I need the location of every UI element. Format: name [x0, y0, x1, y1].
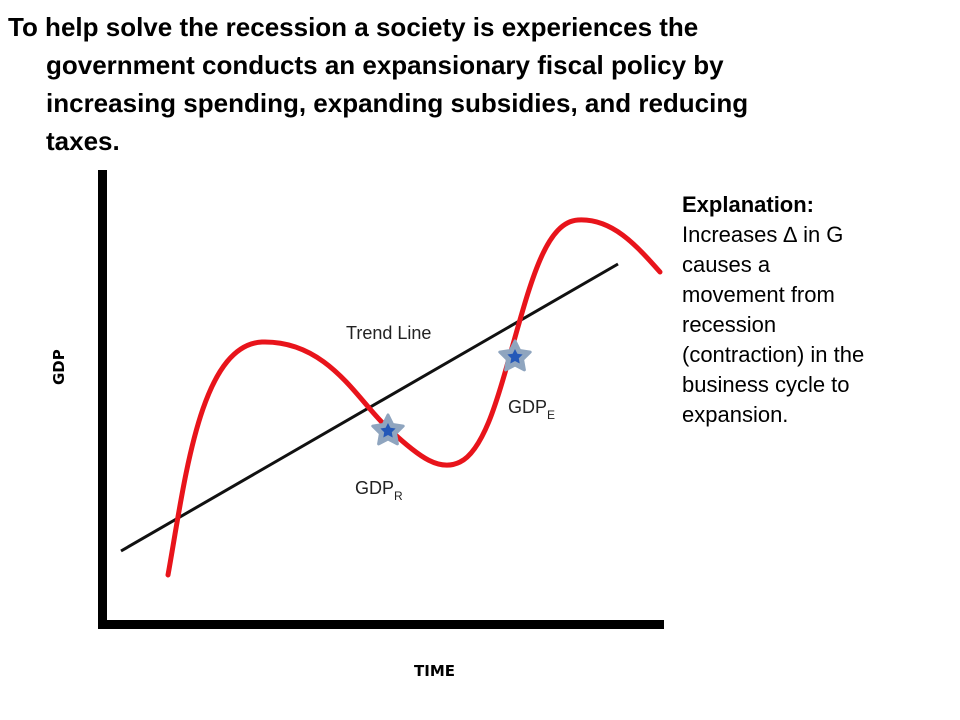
gdp-r-star-icon [371, 413, 405, 446]
x-axis [98, 620, 664, 629]
gdp-e-subscript: E [547, 408, 555, 422]
gdp-r-subscript: R [394, 489, 403, 503]
gdp-e-label: GDPE [508, 397, 555, 422]
heading-line-4: taxes. [46, 126, 120, 156]
y-axis-label: GDP [50, 349, 68, 385]
heading-line-2: government conducts an expansionary fisc… [46, 50, 724, 80]
explanation-title: Explanation: [682, 192, 815, 217]
heading-line-3: increasing spending, expanding subsidies… [46, 88, 749, 118]
gdp-e-star-icon [498, 339, 532, 372]
y-axis [98, 170, 107, 628]
heading: To help solve the recession a society is… [8, 8, 938, 160]
business-cycle-curve [165, 217, 663, 578]
axes [98, 170, 664, 629]
gdp-r-label: GDPR [355, 478, 403, 503]
heading-line-1: To help solve the recession a society is… [8, 12, 699, 42]
explanation-panel: Explanation: Increases ∆ in G causes a m… [682, 190, 932, 430]
trend-line-label: Trend Line [346, 323, 431, 343]
x-axis-label: TIME [414, 662, 455, 680]
explanation-body: Increases ∆ in G causes a movement from … [682, 222, 865, 427]
gdp-r-main: GDP [355, 478, 394, 498]
gdp-e-main: GDP [508, 397, 547, 417]
